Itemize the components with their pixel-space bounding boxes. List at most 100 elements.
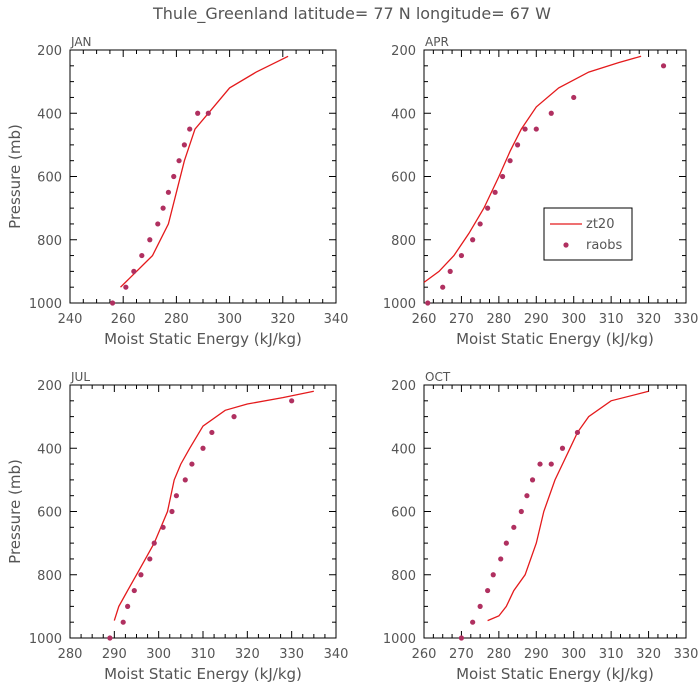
y-tick-label: 800 (37, 569, 62, 584)
x-tick-label: 290 (102, 647, 127, 662)
data-point-raobs (518, 508, 524, 515)
series-line-zt20 (423, 55, 642, 283)
x-tick-label: 320 (636, 312, 661, 327)
x-tick-label: 320 (636, 647, 661, 662)
x-tick-label: 320 (270, 312, 295, 327)
y-tick-label: 600 (37, 506, 62, 521)
x-tick-label: 320 (235, 647, 260, 662)
data-point-raobs (559, 445, 566, 451)
x-tick-label: 290 (524, 647, 549, 662)
data-point-raobs (477, 221, 483, 227)
data-point-raobs (173, 493, 179, 499)
plot-frame (423, 49, 687, 304)
data-point-raobs (169, 508, 175, 515)
data-point-raobs (289, 398, 295, 404)
y-tick-label: 200 (391, 379, 416, 394)
x-tick-label: 310 (599, 312, 624, 327)
series-line-zt20 (113, 390, 314, 621)
data-point-raobs (120, 619, 126, 625)
data-point-raobs (165, 189, 172, 195)
data-point-raobs (205, 110, 211, 116)
data-point-raobs (458, 635, 465, 641)
data-point-raobs (155, 221, 161, 227)
x-tick-label: 300 (217, 312, 242, 327)
legend-point-swatch (563, 242, 569, 248)
data-point-raobs (507, 158, 513, 164)
y-tick-label: 400 (37, 442, 62, 457)
x-tick-label: 330 (674, 647, 699, 662)
data-point-raobs (200, 445, 206, 451)
x-axis-label: Moist Static Energy (kJ/kg) (104, 330, 302, 348)
figure-title: Thule_Greenland latitude= 77 N longitude… (152, 4, 551, 24)
legend-entry-label: raobs (586, 238, 623, 253)
data-point-raobs (660, 63, 667, 69)
data-point-raobs (131, 268, 137, 274)
data-point-raobs (490, 572, 496, 578)
y-tick-label: 600 (391, 171, 416, 186)
data-point-raobs (548, 110, 554, 116)
legend-entry-label: zt20 (586, 217, 614, 232)
data-point-raobs (514, 142, 521, 148)
y-axis-label: Pressure (mb) (6, 124, 24, 229)
y-tick-label: 600 (37, 171, 62, 186)
data-point-raobs (529, 477, 536, 483)
x-tick-label: 240 (58, 312, 83, 327)
data-point-raobs (138, 572, 144, 578)
legend: zt20 raobs (543, 207, 633, 261)
x-tick-label: 280 (486, 647, 511, 662)
y-tick-label: 1000 (29, 297, 62, 312)
y-tick-label: 800 (391, 234, 416, 249)
x-tick-label: 260 (412, 647, 437, 662)
x-tick-label: 270 (449, 312, 474, 327)
data-point-raobs (139, 252, 145, 259)
plot-frame (69, 49, 337, 304)
data-point-raobs (447, 268, 453, 274)
x-tick-label: 280 (58, 647, 83, 662)
data-point-raobs (160, 524, 166, 530)
y-axis-label: Pressure (mb) (6, 459, 24, 564)
data-point-raobs (498, 556, 504, 562)
y-tick-label: 200 (37, 379, 62, 394)
data-point-raobs (500, 173, 506, 180)
data-point-raobs (503, 540, 509, 546)
x-tick-label: 300 (146, 647, 171, 662)
x-tick-label: 270 (449, 647, 474, 662)
data-point-raobs (147, 556, 153, 562)
data-point-raobs (181, 142, 187, 148)
data-point-raobs (171, 173, 177, 180)
panel-label: APR (425, 35, 449, 49)
data-point-raobs (524, 493, 530, 499)
data-point-raobs (440, 284, 446, 290)
data-point-raobs (131, 587, 137, 594)
data-point-raobs (125, 603, 131, 609)
y-tick-label: 400 (37, 107, 62, 122)
data-point-raobs (485, 587, 491, 594)
y-tick-label: 800 (37, 234, 62, 249)
data-point-raobs (160, 205, 166, 211)
x-tick-label: 330 (674, 312, 699, 327)
data-point-raobs (470, 619, 476, 625)
y-tick-label: 400 (391, 107, 416, 122)
data-point-raobs (195, 110, 201, 116)
x-tick-label: 300 (561, 647, 586, 662)
data-point-raobs (522, 126, 528, 132)
plot-frame (69, 384, 337, 639)
legend-box (543, 207, 633, 261)
data-point-raobs (209, 429, 215, 436)
y-tick-label: 200 (391, 44, 416, 59)
data-point-raobs (571, 94, 577, 101)
data-point-raobs (231, 414, 237, 420)
series-line-zt20 (120, 55, 289, 288)
data-point-raobs (548, 461, 554, 467)
data-point-raobs (533, 126, 539, 132)
panel-label: OCT (425, 370, 451, 384)
x-tick-label: 310 (191, 647, 216, 662)
data-point-raobs (458, 252, 465, 259)
data-point-raobs (425, 300, 431, 306)
plot-frame (423, 384, 687, 639)
y-tick-label: 400 (391, 442, 416, 457)
x-tick-label: 290 (524, 312, 549, 327)
